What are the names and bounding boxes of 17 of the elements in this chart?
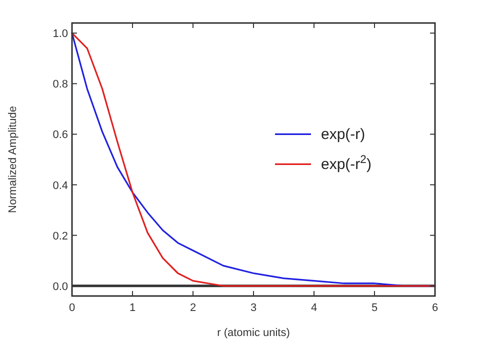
x-tick-label: 4 (310, 302, 318, 314)
x-tick-label: 6 (432, 302, 438, 314)
y-tick-label: 0.6 (52, 129, 68, 142)
legend-label: exp(-r) (321, 126, 366, 144)
y-tick-label: 1.0 (52, 28, 68, 40)
x-tick-label: 3 (250, 302, 257, 314)
x-tick-label: 2 (190, 302, 196, 314)
x-tick-label: 5 (371, 302, 378, 314)
y-axis-title: Normalized Amplitude (7, 106, 19, 213)
y-tick-label: 0.4 (52, 180, 68, 192)
y-tick-label: 0.2 (52, 230, 68, 242)
x-axis-title: r (atomic units) (217, 327, 290, 339)
y-tick-label: 0.8 (52, 78, 68, 91)
x-tick-label: 1 (129, 302, 136, 314)
legend-label: exp(-r$^{2}$) (321, 154, 372, 174)
y-tick-label: 0.0 (52, 280, 68, 293)
x-tick-label: 0 (68, 302, 76, 314)
